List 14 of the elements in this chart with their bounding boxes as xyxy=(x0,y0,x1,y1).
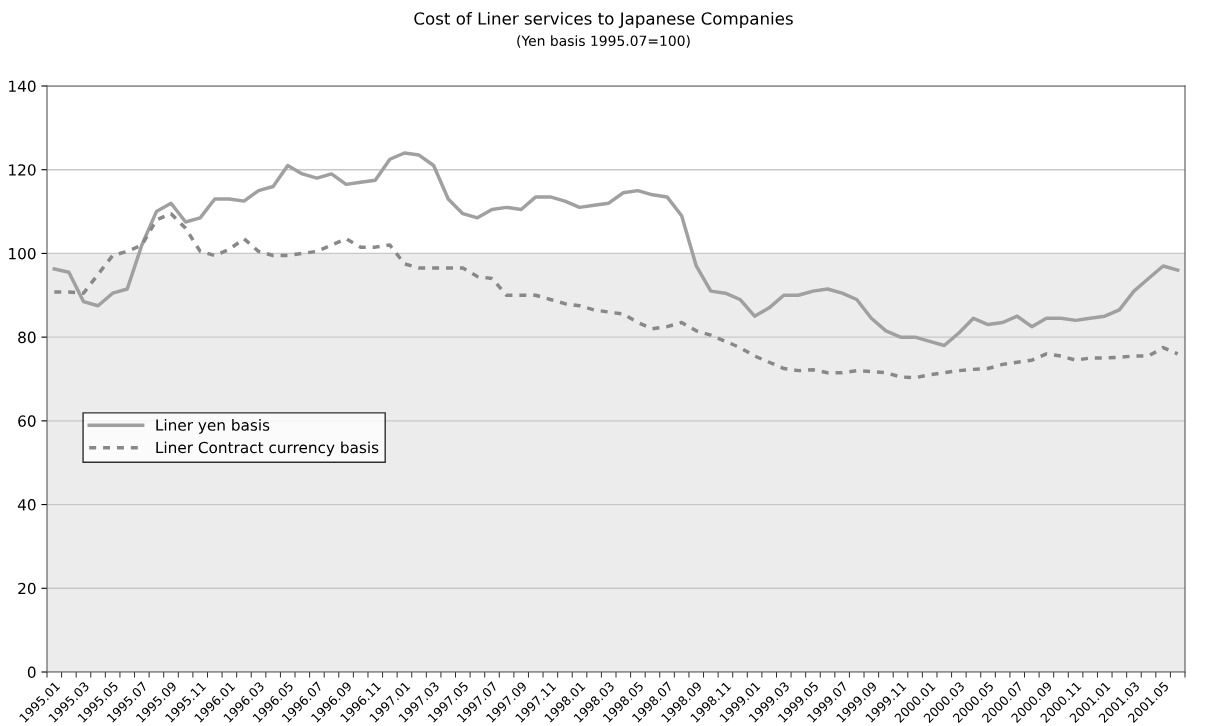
line-series xyxy=(52,151,1180,348)
y-tick-label: 120 xyxy=(9,164,36,176)
y-tick-label: 60 xyxy=(18,415,36,427)
y-tick-label: 0 xyxy=(27,666,36,679)
legend-label: Liner yen basis xyxy=(156,418,270,434)
y-tick-label: 20 xyxy=(18,582,36,595)
chart-title: Cost of Liner services to Japanese Companies xyxy=(414,11,793,29)
y-tick-label: 80 xyxy=(18,331,36,344)
line-series xyxy=(52,211,1180,380)
y-tick-label: 100 xyxy=(9,247,36,260)
y-tick-label: 40 xyxy=(17,499,36,511)
legend-label: Liner Contract currency basis xyxy=(156,441,379,457)
y-tick-label: 140 xyxy=(9,80,36,93)
chart-subtitle: (Yen basis 1995.07=100) xyxy=(517,35,690,48)
